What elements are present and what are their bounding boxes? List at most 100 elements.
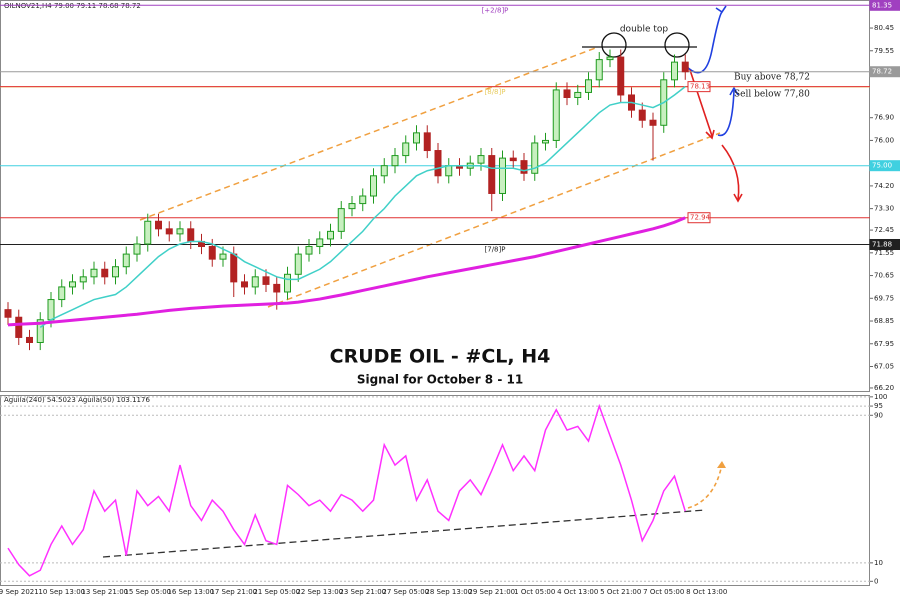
x-tick-label: 23 Sep 21:00	[339, 588, 386, 596]
candle-body	[219, 253, 227, 260]
x-tick-label: 4 Oct 13:00	[557, 588, 598, 596]
price-box-label: 81.35	[872, 1, 892, 9]
candle-body	[112, 266, 119, 278]
y-tick-label: 67.05	[874, 362, 894, 370]
candle-body	[681, 61, 689, 73]
top-circle	[601, 32, 627, 58]
candle-body	[617, 56, 625, 96]
candle-body	[47, 299, 55, 321]
candle-body	[488, 155, 496, 194]
candle-body	[294, 253, 302, 275]
indicator-title: Aguila(240) 54.5023 Aguila(50) 103.1176	[4, 396, 150, 404]
candle-body	[370, 175, 377, 197]
candle-body	[305, 246, 313, 255]
candle-body	[509, 157, 517, 162]
candle-body	[434, 150, 442, 177]
candle-body	[327, 230, 334, 240]
candle-body	[251, 276, 259, 288]
y-tick-label: 67.95	[874, 340, 894, 348]
channel-lower	[267, 132, 721, 308]
x-tick-label: 28 Sep 13:00	[425, 588, 472, 596]
y-tick-label: 76.90	[874, 114, 894, 122]
x-tick-label: 21 Sep 05:00	[253, 588, 300, 596]
arrow-head	[717, 461, 726, 468]
price-box	[869, 160, 900, 172]
candle-body	[90, 268, 98, 278]
candle-body	[15, 316, 23, 338]
arrow-head	[705, 129, 715, 140]
arrow-head	[729, 86, 739, 96]
chart-header: OILNOV21,H4 79.00 79.11 78.68 78.72	[4, 2, 141, 10]
candle-body	[423, 132, 431, 152]
candle-body	[176, 228, 184, 235]
price-box-label: 78.72	[872, 68, 892, 76]
y-tick-label: 10	[874, 559, 883, 567]
x-tick-label: 8 Oct 13:00	[686, 588, 727, 596]
bull-arrow	[685, 11, 723, 74]
candle-body	[155, 220, 162, 230]
y-tick-label: 76.00	[874, 136, 894, 144]
candle-body	[262, 276, 270, 285]
price-line-name: [8/8]P	[485, 88, 506, 96]
price-box	[687, 81, 711, 93]
forecast-arrow	[687, 463, 723, 509]
y-tick-label: 90	[874, 411, 883, 419]
candle-body	[380, 165, 388, 177]
candle-body	[133, 243, 141, 255]
y-tick-label: 74.20	[874, 182, 894, 190]
indicator-trendline	[102, 509, 706, 558]
candle-body	[230, 253, 238, 283]
candle-body	[348, 203, 356, 210]
candle-body	[413, 132, 420, 144]
arrow-head	[733, 193, 743, 203]
candle-body	[337, 208, 345, 232]
candle-body	[499, 157, 506, 194]
candle-body	[208, 246, 216, 260]
y-tick-label: 80.45	[874, 24, 894, 32]
price-box	[869, 66, 900, 78]
price-line-name: [+2/8]P	[482, 6, 509, 14]
candle-body	[284, 273, 291, 293]
candle-body	[595, 59, 603, 81]
y-tick-label: 71.55	[874, 249, 894, 257]
chart-title: CRUDE OIL - #CL, H4	[330, 346, 551, 368]
annotation: double top	[620, 25, 669, 35]
candle-body	[445, 165, 453, 177]
candle-body	[531, 142, 539, 174]
x-tick-label: 1 Oct 05:00	[514, 588, 555, 596]
price-box-label: 75.00	[872, 162, 892, 170]
y-tick-label: 0	[874, 577, 878, 585]
candle-body	[638, 109, 646, 121]
series-line	[39, 86, 686, 328]
candle-body	[552, 89, 560, 141]
bull-arrow	[717, 89, 735, 137]
main-panel	[0, 0, 870, 392]
price-box-label: 72.94	[690, 214, 711, 222]
top-circle	[664, 32, 690, 58]
candle-body	[36, 319, 44, 343]
candle-body	[477, 155, 485, 164]
candle-body	[520, 160, 528, 174]
price-box	[687, 212, 711, 224]
candle-body	[58, 286, 66, 301]
candle-body	[165, 228, 173, 235]
candle-body	[187, 228, 195, 242]
x-tick-label: 5 Oct 21:00	[600, 588, 641, 596]
y-tick-label: 70.65	[874, 272, 894, 280]
candle-body	[649, 119, 657, 126]
price-line-name: [7/8]P	[485, 245, 506, 253]
price-box	[869, 0, 900, 11]
candle-body	[4, 309, 12, 318]
channel-upper	[139, 46, 599, 221]
candle-body	[359, 195, 367, 205]
arrow-head	[715, 5, 727, 14]
x-tick-label: 29 Sep 21:00	[468, 588, 515, 596]
candle-body	[563, 89, 571, 98]
y-tick-label: 68.85	[874, 317, 894, 325]
y-tick-label: 66.20	[874, 384, 894, 392]
x-tick-label: 27 Sep 05:00	[382, 588, 429, 596]
candle-body	[122, 253, 130, 268]
candle-body	[144, 220, 152, 245]
x-tick-label: 15 Sep 05:00	[124, 588, 171, 596]
